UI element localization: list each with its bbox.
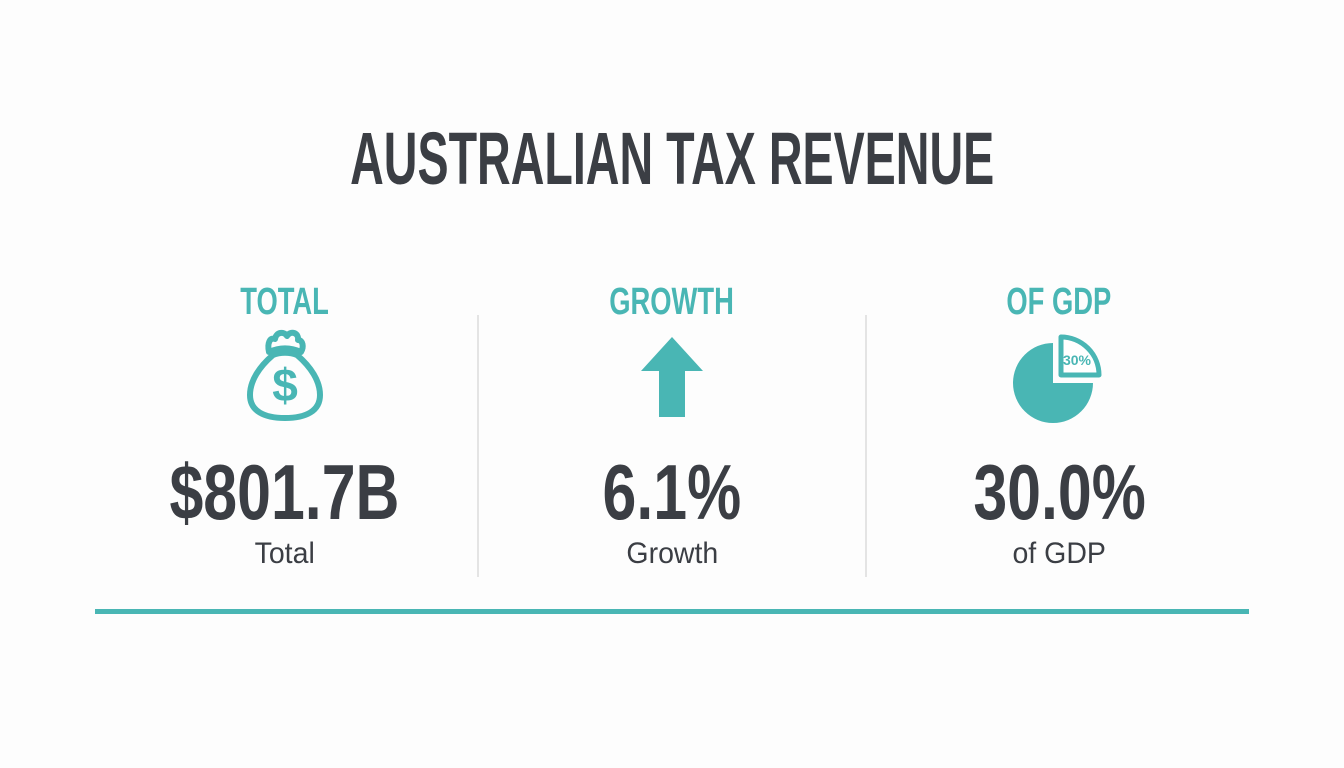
stat-column-gdp: OF GDP 30% 30.0% of GDP (867, 281, 1252, 577)
accent-underline (95, 609, 1249, 614)
column-divider-2 (864, 315, 867, 577)
arrow-up-icon (622, 325, 722, 425)
title-wrap: AUSTRALIAN TAX REVENUE (0, 122, 1344, 196)
stat-value-growth: 6.1% (602, 447, 742, 536)
stat-column-growth: GROWTH 6.1% Growth (479, 281, 864, 577)
stat-sublabel-growth: Growth (626, 536, 718, 570)
pie-slice-label: 30% (1063, 352, 1092, 368)
page-title: AUSTRALIAN TAX REVENUE (349, 117, 995, 200)
stat-value-gdp: 30.0% (973, 447, 1146, 536)
stat-label-total: TOTAL (240, 281, 329, 323)
stat-sublabel-total: Total (254, 536, 315, 570)
pie-chart-icon: 30% (1009, 325, 1109, 425)
column-divider-1 (477, 315, 480, 577)
stats-row: TOTAL $ $801.7B Total GROWTH 6.1% Growth (92, 281, 1252, 577)
stat-sublabel-gdp: of GDP (1012, 536, 1107, 570)
stat-column-total: TOTAL $ $801.7B Total (92, 281, 477, 577)
stat-value-total: $801.7B (169, 447, 400, 536)
stat-label-gdp: OF GDP (1006, 281, 1112, 323)
money-bag-icon: $ (235, 325, 335, 425)
svg-text:$: $ (272, 359, 298, 411)
stat-label-growth: GROWTH (609, 281, 735, 323)
